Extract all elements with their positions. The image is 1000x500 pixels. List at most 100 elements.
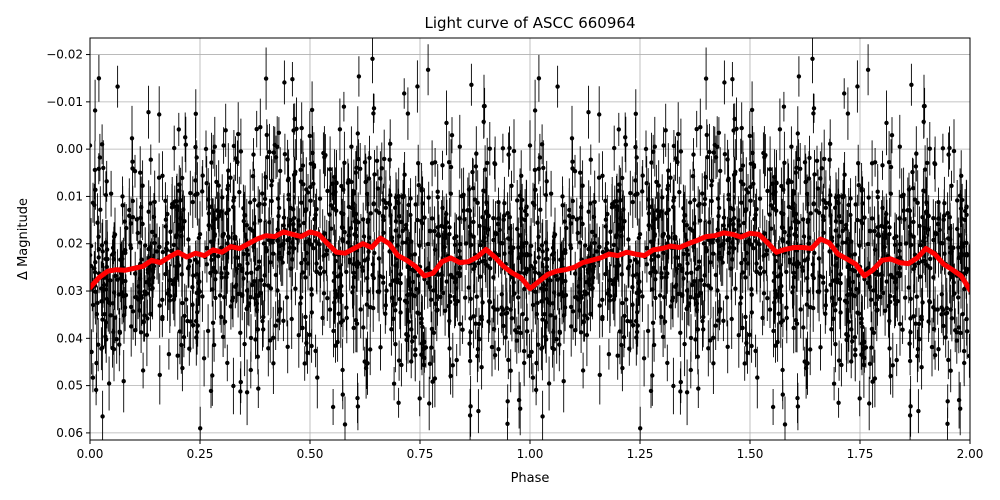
observation-point bbox=[104, 179, 109, 184]
observation-point bbox=[747, 241, 752, 246]
observation-point bbox=[300, 270, 305, 275]
observation-point bbox=[400, 228, 405, 234]
observation-point bbox=[216, 183, 221, 188]
observation-point bbox=[368, 211, 373, 216]
observation-point bbox=[618, 216, 623, 221]
observation-point bbox=[153, 233, 158, 238]
observation-point bbox=[850, 267, 855, 272]
observation-point bbox=[405, 111, 411, 116]
observation-point bbox=[577, 308, 582, 313]
observation-point bbox=[617, 188, 622, 193]
observation-point bbox=[191, 273, 196, 278]
x-axis-ticks: 0.00 0.25 0.50 0.75 1.00 1.25 1.50 1.75 2.00 bbox=[77, 440, 983, 461]
observation-point bbox=[842, 91, 847, 96]
observation-point bbox=[426, 195, 431, 200]
observation-point bbox=[178, 216, 183, 221]
observation-point bbox=[447, 318, 452, 324]
observation-point bbox=[396, 200, 401, 206]
observation-point bbox=[108, 313, 114, 318]
observation-point bbox=[577, 290, 582, 295]
observation-point bbox=[393, 228, 398, 233]
observation-point bbox=[238, 379, 243, 385]
observation-point bbox=[160, 297, 165, 302]
observation-point bbox=[138, 170, 143, 175]
observation-point bbox=[833, 219, 839, 224]
observation-point bbox=[906, 187, 912, 192]
observation-point bbox=[782, 230, 787, 235]
observation-point bbox=[737, 223, 742, 228]
observation-point bbox=[309, 107, 315, 113]
observation-point bbox=[960, 241, 965, 246]
observation-point bbox=[496, 252, 501, 258]
observation-point bbox=[505, 399, 510, 404]
observation-point bbox=[717, 250, 722, 256]
observation-point bbox=[862, 355, 867, 361]
observation-point bbox=[230, 295, 236, 300]
observation-point bbox=[538, 207, 543, 212]
observation-point bbox=[643, 146, 649, 152]
y-tick-label: −0.02 bbox=[46, 48, 83, 62]
observation-point bbox=[178, 198, 183, 203]
observation-point bbox=[757, 271, 763, 276]
observation-point bbox=[721, 318, 726, 323]
observation-point bbox=[836, 200, 841, 206]
observation-point bbox=[111, 257, 117, 262]
observation-point bbox=[335, 339, 340, 345]
observation-point bbox=[578, 215, 583, 221]
observation-point bbox=[365, 256, 370, 261]
observation-point bbox=[621, 335, 627, 340]
observation-point bbox=[711, 335, 716, 340]
observation-point bbox=[108, 191, 114, 196]
observation-point bbox=[762, 155, 767, 160]
observation-point bbox=[468, 316, 473, 321]
observation-point bbox=[279, 242, 284, 248]
observation-point bbox=[738, 179, 744, 184]
observation-point bbox=[446, 303, 451, 309]
observation-point bbox=[275, 196, 281, 201]
observation-point bbox=[241, 206, 246, 211]
observation-point bbox=[374, 158, 380, 163]
observation-point bbox=[476, 408, 481, 414]
observation-point bbox=[238, 389, 243, 394]
observation-point bbox=[709, 183, 714, 188]
observation-point bbox=[867, 401, 872, 406]
observation-point bbox=[225, 241, 230, 246]
observation-point bbox=[356, 74, 362, 79]
observation-point bbox=[188, 190, 193, 196]
observation-point bbox=[195, 323, 200, 328]
observation-point bbox=[232, 234, 238, 239]
observation-point bbox=[480, 259, 485, 264]
observation-point bbox=[476, 260, 481, 266]
observation-point bbox=[130, 198, 135, 204]
observation-point bbox=[770, 181, 775, 186]
y-tick-label: 0.03 bbox=[56, 284, 83, 298]
observation-point bbox=[727, 245, 733, 250]
observation-point bbox=[268, 338, 273, 343]
observation-point bbox=[844, 222, 849, 228]
observation-point bbox=[821, 217, 826, 223]
observation-point bbox=[507, 226, 513, 231]
observation-point bbox=[780, 225, 785, 230]
observation-point bbox=[179, 234, 184, 239]
observation-point bbox=[96, 255, 101, 260]
observation-point bbox=[940, 307, 946, 313]
chart-title: Light curve of ASCC 660964 bbox=[425, 14, 636, 32]
observation-point bbox=[121, 379, 126, 384]
observation-point bbox=[841, 193, 846, 198]
observation-point bbox=[416, 161, 421, 166]
observation-point bbox=[911, 314, 916, 319]
observation-point bbox=[233, 156, 238, 161]
observation-point bbox=[309, 292, 314, 297]
observation-point bbox=[692, 279, 697, 284]
observation-point bbox=[697, 264, 702, 270]
observation-point bbox=[789, 179, 794, 185]
observation-point bbox=[163, 224, 168, 229]
observation-point bbox=[880, 163, 885, 168]
observation-point bbox=[267, 220, 272, 225]
observation-point bbox=[856, 273, 861, 278]
observation-point bbox=[387, 249, 392, 254]
observation-point bbox=[441, 290, 446, 296]
x-tick-label: 1.25 bbox=[627, 447, 654, 461]
observation-point bbox=[262, 196, 268, 202]
observation-point bbox=[432, 376, 438, 381]
